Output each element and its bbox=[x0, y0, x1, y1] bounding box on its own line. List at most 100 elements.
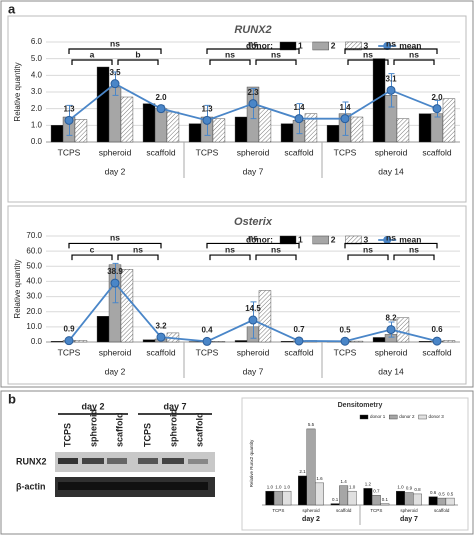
bar bbox=[298, 475, 307, 506]
x-tick-label: scaffold bbox=[434, 508, 450, 513]
significance-label: c bbox=[90, 244, 95, 254]
bar bbox=[315, 482, 324, 506]
lane-label: spheroid bbox=[168, 409, 178, 447]
x-tick-label: TCPS bbox=[196, 147, 219, 157]
bar bbox=[212, 341, 226, 343]
x-tick-label: scaffold bbox=[336, 508, 352, 513]
mean-point bbox=[202, 336, 212, 346]
x-tick-label: TCPS bbox=[58, 347, 81, 357]
significance-bracket bbox=[209, 59, 251, 65]
significance-bracket bbox=[206, 242, 300, 249]
chart-frame bbox=[241, 397, 469, 531]
legend-label: 3 bbox=[363, 40, 368, 50]
bar bbox=[280, 341, 294, 343]
lane-label: spheroid bbox=[88, 409, 98, 447]
blot-group: day 7 bbox=[163, 401, 186, 411]
mean-point bbox=[294, 114, 304, 124]
mean-point bbox=[340, 336, 350, 346]
legend-swatch bbox=[312, 41, 329, 51]
bar bbox=[380, 503, 390, 506]
x-tick-label: scaffold bbox=[146, 147, 175, 157]
mean-point bbox=[110, 79, 120, 89]
data-label: 3.1 bbox=[385, 74, 397, 83]
y-tick-label: 6.0 bbox=[31, 37, 43, 46]
y-axis-label: Relative Runx2 quantity bbox=[249, 439, 254, 487]
mean-point bbox=[248, 99, 258, 109]
significance-bracket bbox=[117, 59, 159, 65]
significance-label: ns bbox=[363, 244, 373, 254]
data-label: 0.6 bbox=[430, 490, 437, 495]
bar bbox=[347, 490, 357, 506]
x-tick-label: spheroid bbox=[237, 347, 270, 357]
y-tick-label: 4.0 bbox=[31, 70, 43, 79]
significance-label: b bbox=[135, 49, 140, 59]
legend-swatch bbox=[345, 235, 362, 245]
data-label: 0.8 bbox=[414, 487, 421, 492]
y-axis-label: Relative quantity bbox=[13, 259, 22, 318]
legend-label: 1 bbox=[298, 40, 303, 50]
bar bbox=[430, 113, 444, 143]
data-label: 1.4 bbox=[339, 103, 351, 112]
significance-label: ns bbox=[225, 244, 235, 254]
y-tick-label: 20.0 bbox=[26, 307, 42, 316]
legend-label: 2 bbox=[331, 234, 336, 244]
bar bbox=[442, 98, 456, 143]
bar bbox=[371, 495, 381, 506]
mean-point bbox=[340, 114, 350, 124]
data-label: 0.6 bbox=[431, 325, 443, 334]
data-label: 2.0 bbox=[155, 93, 167, 102]
y-tick-label: 10.0 bbox=[26, 322, 42, 331]
legend-swatch bbox=[383, 236, 392, 244]
blot-group: day 2 bbox=[81, 401, 104, 411]
legend-swatch bbox=[312, 235, 329, 245]
data-label: 1.3 bbox=[63, 104, 75, 113]
bar bbox=[437, 497, 447, 506]
group-label: day 7 bbox=[400, 516, 418, 523]
significance-label: ns bbox=[409, 49, 419, 59]
y-tick-label: 1.0 bbox=[31, 120, 43, 129]
bar bbox=[142, 339, 156, 343]
y-tick-label: 3.0 bbox=[31, 87, 43, 96]
significance-label: ns bbox=[110, 233, 120, 243]
mean-point bbox=[64, 336, 74, 346]
bar bbox=[142, 103, 156, 143]
data-label: 2.1 bbox=[299, 469, 306, 474]
legend-swatch bbox=[279, 41, 297, 51]
significance-label: ns bbox=[248, 233, 258, 243]
data-label: 8.2 bbox=[385, 314, 397, 323]
legend-swatch bbox=[279, 235, 297, 245]
significance-label: ns bbox=[271, 244, 281, 254]
mean-point bbox=[156, 332, 166, 342]
chart-title: RUNX2 bbox=[234, 24, 271, 36]
bar bbox=[428, 496, 438, 506]
y-axis-label: Relative quantity bbox=[13, 62, 22, 121]
y-tick-label: 5.0 bbox=[31, 54, 43, 63]
legend-label: mean bbox=[399, 40, 421, 50]
bar bbox=[442, 340, 456, 343]
significance-bracket bbox=[344, 242, 438, 249]
bar bbox=[50, 341, 64, 343]
bar bbox=[188, 123, 202, 143]
chart-frame bbox=[7, 205, 467, 385]
group-label: day 14 bbox=[378, 166, 404, 176]
bar bbox=[212, 118, 226, 143]
legend-label: donor 1 bbox=[370, 414, 386, 419]
legend-label: donor 2 bbox=[399, 414, 415, 419]
significance-bracket bbox=[71, 254, 113, 261]
significance-label: ns bbox=[248, 38, 258, 48]
significance-label: a bbox=[90, 49, 95, 59]
data-label: 0.9 bbox=[63, 325, 75, 334]
bar bbox=[120, 96, 134, 143]
x-tick-label: TCPS bbox=[334, 347, 357, 357]
data-label: 1.0 bbox=[284, 484, 291, 489]
significance-bracket bbox=[347, 59, 389, 65]
bar bbox=[418, 113, 432, 143]
legend-label: 3 bbox=[363, 234, 368, 244]
panel-label: a bbox=[8, 1, 16, 16]
bar bbox=[330, 503, 340, 506]
y-tick-label: 60.0 bbox=[26, 246, 42, 255]
mean-point bbox=[202, 115, 212, 125]
data-label: 1.0 bbox=[397, 484, 404, 489]
panel-label: b bbox=[8, 391, 16, 406]
mean-point bbox=[386, 325, 396, 335]
